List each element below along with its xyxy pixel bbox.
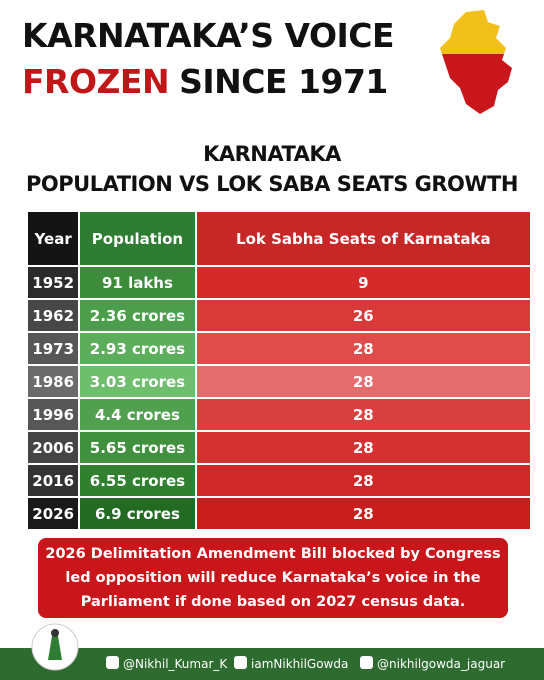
table-cell: 6.55 crores (78, 463, 197, 498)
handle[interactable]: @nikhilgowda_jaguar (377, 657, 506, 671)
x-icon (106, 656, 119, 669)
table-cell: 91 lakhs (78, 265, 197, 300)
column-header: Year (25, 210, 81, 267)
table-cell: 1962 (25, 298, 81, 333)
column-header: Lok Sabha Seats of Karnataka (194, 210, 533, 267)
subtitle: POPULATION VS LOK SABA SEATS GROWTH (26, 172, 518, 196)
table-cell: 28 (194, 364, 533, 399)
note-line: 2026 Delimitation Amendment Bill blocked… (45, 546, 501, 562)
table-row: 2026 6.9 crores 28 (25, 496, 533, 531)
table-row: 1986 3.03 crores 28 (25, 364, 533, 399)
header-row: Year Population Lok Sabha Seats of Karnata… (25, 210, 533, 267)
handle[interactable]: @Nikhil_Kumar_K (123, 657, 228, 671)
note-line: led opposition will reduce Karnataka’s v… (65, 570, 481, 586)
table-cell: 2.93 crores (78, 331, 197, 366)
table-row: 1996 4.4 crores 28 (25, 397, 533, 432)
table-cell: 2006 (25, 430, 81, 465)
table-row: 2016 6.55 crores 28 (25, 463, 533, 498)
table-row: 2006 5.65 crores 28 (25, 430, 533, 465)
table-cell: 26 (194, 298, 533, 333)
table-cell: 5.65 crores (78, 430, 197, 465)
table-cell: 1986 (25, 364, 81, 399)
note-box: 2026 Delimitation Amendment Bill blocked… (38, 538, 508, 618)
table-cell: 1973 (25, 331, 81, 366)
data-table: Year Population Lok Sabha Seats of Karnata… (25, 210, 533, 531)
note-line: Parliament if done based on 2027 census … (80, 594, 466, 610)
table-row: 1962 2.36 crores 26 (25, 298, 533, 333)
title-line: KARNATAKA’S VOICE (22, 16, 395, 55)
title-line: FROZEN SINCE 1971 (22, 62, 388, 101)
table-cell: 1952 (25, 265, 81, 300)
table-cell: 28 (194, 463, 533, 498)
table-cell: 28 (194, 397, 533, 432)
table-cell: 2.36 crores (78, 298, 197, 333)
table-cell: 2026 (25, 496, 81, 531)
table-cell: 28 (194, 496, 533, 531)
title-rest: SINCE 1971 (179, 62, 388, 101)
table-cell: 2016 (25, 463, 81, 498)
title-highlight: FROZEN (22, 62, 170, 101)
table-cell: 6.9 crores (78, 496, 197, 531)
table-row: 1952 91 lakhs 9 (25, 265, 533, 300)
column-header: Population (78, 210, 197, 267)
instagram-icon (360, 656, 373, 669)
table-cell: 3.03 crores (78, 364, 197, 399)
facebook-icon (234, 656, 247, 669)
footer-band (0, 648, 544, 680)
table-cell: 1996 (25, 397, 81, 432)
state-map (440, 10, 512, 114)
table-cell: 28 (194, 430, 533, 465)
subtitle: KARNATAKA (203, 142, 341, 166)
table-row: 1973 2.93 crores 28 (25, 331, 533, 366)
logo (31, 623, 79, 671)
table-cell: 9 (194, 265, 533, 300)
table-cell: 28 (194, 331, 533, 366)
table-cell: 4.4 crores (78, 397, 197, 432)
handle[interactable]: iamNikhilGowda (251, 657, 349, 671)
